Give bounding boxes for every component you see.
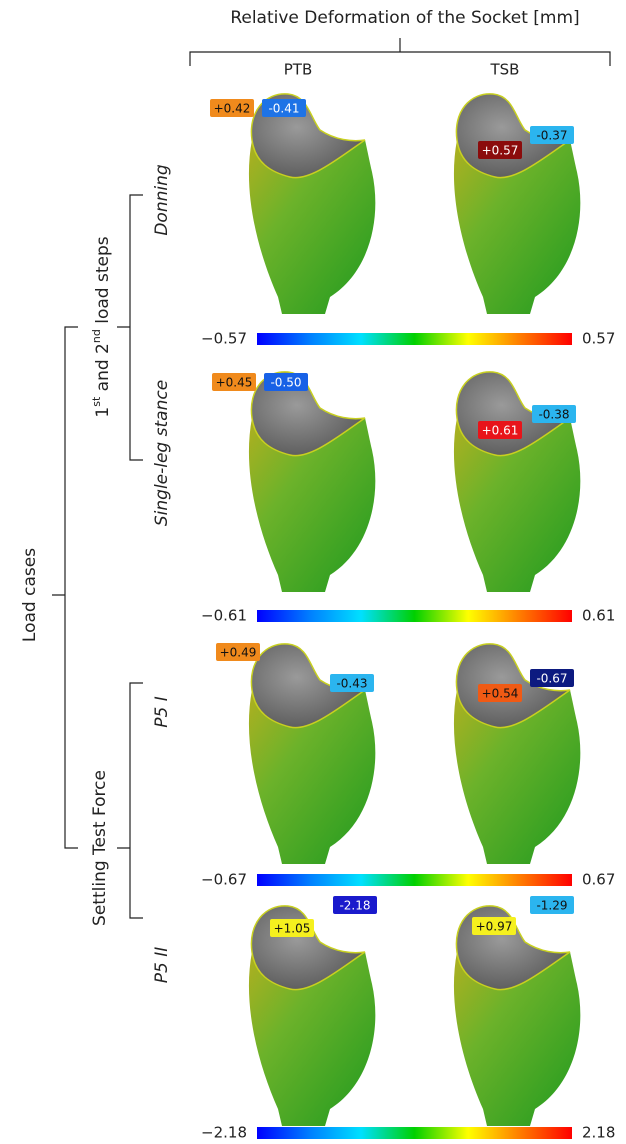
socket-model [249,94,375,314]
annotation-label: +0.49 [220,646,257,660]
group-bracket [117,683,143,918]
group-label-part: Settling Test Force [90,770,110,926]
column-label: TSB [490,61,520,79]
colorbar-min: −0.61 [201,607,247,625]
annotation-label: -0.67 [536,672,567,686]
colorbar [257,874,572,886]
colorbar-min: −0.67 [201,871,247,889]
row-label: P5 II [152,947,172,984]
outer-label: Load cases [20,548,40,642]
annotation-label: -2.18 [339,899,370,913]
colorbar-min: −2.18 [201,1124,247,1142]
annotation-label: -0.41 [268,102,299,116]
figure-title: Relative Deformation of the Socket [mm] [230,8,579,28]
socket-model [249,906,375,1126]
annotation-label: +1.05 [274,922,311,936]
group-label: 1st and 2nd load steps [90,236,114,417]
colorbar-max: 0.67 [582,871,615,889]
group-label-part: nd [90,329,103,343]
annotation-label: +0.97 [476,920,513,934]
outer-bracket [52,327,78,848]
group-label-part: load steps [93,236,113,329]
group-bracket [117,195,143,460]
annotation-label: +0.54 [482,687,519,701]
group-label-part: and 2 [93,343,113,397]
colorbar [257,1127,572,1139]
annotation-label: +0.42 [214,102,251,116]
colorbar-min: −0.57 [201,330,247,348]
column-bracket [190,38,610,66]
socket-model [249,372,375,592]
group-label-part: 1 [93,407,113,418]
annotation-label: +0.45 [216,376,253,390]
group-label: Settling Test Force [90,770,110,926]
annotation-label: -0.38 [538,408,569,422]
annotation-label: +0.61 [482,424,519,438]
colorbar-max: 2.18 [582,1124,615,1142]
row-label: P5 I [152,696,172,728]
annotation-label: -1.29 [536,899,567,913]
annotation-label: -0.37 [536,129,567,143]
socket-model [454,372,580,592]
colorbar-max: 0.61 [582,607,615,625]
row-label: Donning [152,164,172,236]
colorbar [257,333,572,345]
annotation-label: -0.43 [336,677,367,691]
annotation-label: +0.57 [482,144,519,158]
socket-model [454,906,580,1126]
column-label: PTB [284,61,313,79]
colorbar-max: 0.57 [582,330,615,348]
row-label: Single-leg stance [152,380,172,526]
annotation-label: -0.50 [270,376,301,390]
colorbar [257,610,572,622]
figure: Relative Deformation of the Socket [mm] … [0,0,626,1144]
